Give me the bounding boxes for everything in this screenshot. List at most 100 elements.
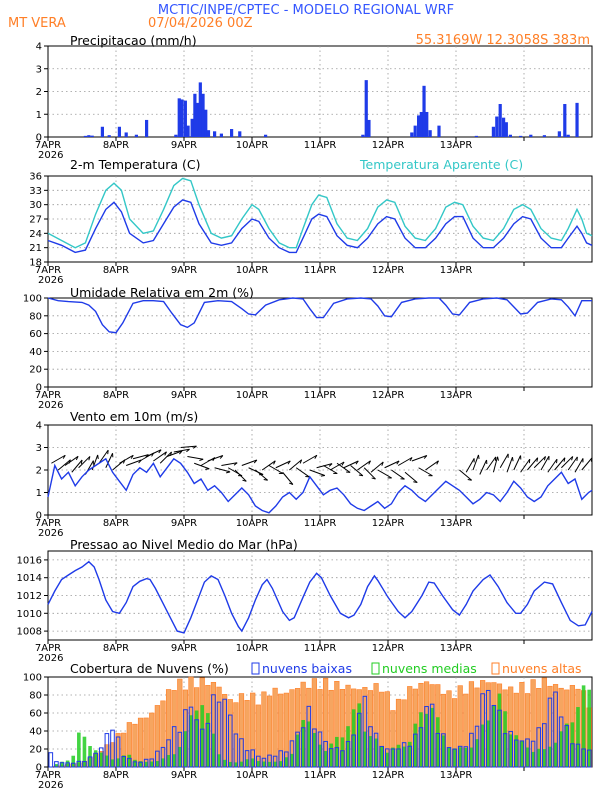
cloud-medias-bar: [335, 736, 339, 767]
cloud-medias-bar: [284, 757, 289, 767]
cloud-baixas-bar: [233, 733, 239, 768]
cloud-baixas-bar: [390, 748, 396, 768]
cloud-baixas-bar: [82, 761, 87, 768]
cloud-baixas-bar: [317, 731, 323, 768]
cloud-baixas-bar: [256, 755, 261, 768]
wind-barb: [221, 462, 238, 466]
wind-barb: [363, 467, 376, 480]
wind-year-label: 2026: [38, 528, 63, 539]
wind-barb-head: [341, 461, 345, 466]
clouds-ytick-label: 20: [29, 745, 42, 756]
wind-ytick-label: 2: [36, 466, 42, 477]
wind-barb: [166, 450, 183, 457]
cloud-medias-bar: [520, 741, 524, 767]
cloud-medias-bar: [475, 739, 479, 767]
cloud-baixas-bar: [575, 743, 581, 768]
cloud-medias-bar: [363, 731, 367, 767]
wind-barb-head: [511, 457, 514, 462]
cloud-medias-bar: [374, 738, 378, 767]
cloud-medias-bar: [166, 754, 171, 767]
cloud-medias-bar: [486, 720, 491, 767]
precip-ytick-label: 4: [36, 42, 42, 53]
wind-barb: [472, 454, 479, 471]
precip-bar: [428, 130, 432, 137]
precip-bar: [186, 125, 190, 137]
cloud-baixas-bar: [300, 727, 306, 768]
rh-line: [47, 297, 592, 334]
precip-xtick-label: 12APR: [372, 140, 405, 151]
cloud-medias-bar: [121, 755, 126, 767]
wind-barb-head: [320, 474, 325, 477]
cloud-baixas-bar: [227, 714, 233, 768]
cloud-baixas-bar: [497, 709, 502, 768]
clouds-year-label: 2026: [38, 780, 63, 791]
wind-barb: [255, 469, 268, 481]
precip-xtick-label: 11APR: [304, 140, 337, 151]
cloud-baixas-bar: [121, 756, 127, 768]
precip-bar: [542, 135, 546, 137]
precip-bar: [100, 126, 104, 137]
temp-ytick-label: 36: [29, 172, 42, 183]
header-run: 07/04/2026 00Z: [148, 16, 253, 31]
cloud-medias-bar: [116, 758, 120, 767]
precip-bar: [219, 133, 223, 137]
cloud-baixas-bar: [351, 734, 356, 768]
precip-xtick-label: 9APR: [171, 140, 197, 151]
cloud-baixas-bar: [401, 742, 407, 768]
precip-bar: [508, 134, 512, 137]
pressure-xtick-label: 8APR: [103, 643, 129, 654]
clouds-ytick-label: 0: [36, 763, 42, 774]
pressure-title: Pressao ao Nivel Medio do Mar (hPa): [70, 537, 298, 552]
cloud-baixas-bar: [295, 731, 300, 768]
cloud-baixas-bar: [127, 757, 132, 768]
precip-panel: 7APR 8APR 9APR 10APR 11APR 12APR 13APR 2026 0 1 2 3…: [35, 42, 593, 161]
wind-barb: [302, 454, 318, 464]
wind-barb-head: [233, 462, 238, 466]
cloud-baixas-bar: [328, 748, 334, 768]
wind-barb: [78, 456, 91, 469]
precip-ytick-label: 0: [36, 133, 42, 144]
cloud-medias-bar: [194, 710, 199, 767]
wind-barb-head: [477, 454, 480, 459]
temp-xtick-label: 8APR: [103, 265, 129, 276]
cloud-medias-bar: [340, 737, 345, 767]
wind-barb-head: [436, 460, 439, 465]
legend-baixas-label: nuvens baixas: [262, 661, 352, 676]
cloud-baixas-bar: [491, 704, 497, 768]
wind-barb: [513, 455, 522, 471]
pressure-xtick-label: 13APR: [440, 643, 473, 654]
cloud-medias-bar: [189, 715, 193, 767]
wind-barb-head: [226, 471, 231, 474]
wind-barb: [350, 465, 364, 477]
wind-barb: [418, 467, 433, 477]
wind-barb-head: [413, 481, 418, 484]
cloud-medias-bar: [564, 723, 569, 767]
precip-bar: [425, 111, 429, 137]
clouds-title: Cobertura de Nuvens (%): [70, 661, 229, 676]
header-location: 55.3169W 12.3058S 383m: [416, 33, 590, 48]
cloud-medias-bar: [323, 751, 328, 767]
precip-bar: [495, 116, 499, 137]
cloud-baixas-bar: [519, 740, 525, 768]
rh-xtick-label: 13APR: [440, 390, 473, 401]
wind-xtick-label: 8APR: [103, 518, 129, 529]
cloud-medias-bar: [542, 749, 547, 767]
precip-bar: [417, 115, 421, 137]
cloud-baixas-bar: [418, 727, 424, 768]
wind-barb: [520, 458, 531, 473]
wind-barb: [404, 471, 418, 483]
wind-barb: [119, 454, 134, 464]
rh-ytick-label: 20: [29, 365, 42, 376]
cloud-medias-bar: [82, 736, 87, 767]
precip-bar: [361, 134, 365, 137]
cloud-baixas-bar: [205, 722, 211, 768]
cloud-medias-bar: [93, 750, 98, 767]
wind-barb: [377, 469, 392, 479]
cloud-medias-bar: [127, 754, 132, 767]
wind-barb: [357, 460, 371, 471]
cloud-medias-bar: [553, 742, 558, 767]
temp-title: 2-m Temperatura (C): [70, 157, 201, 172]
wind-barb: [207, 455, 224, 462]
cloud-baixas-bar: [413, 733, 418, 768]
precip-bar: [419, 111, 423, 137]
